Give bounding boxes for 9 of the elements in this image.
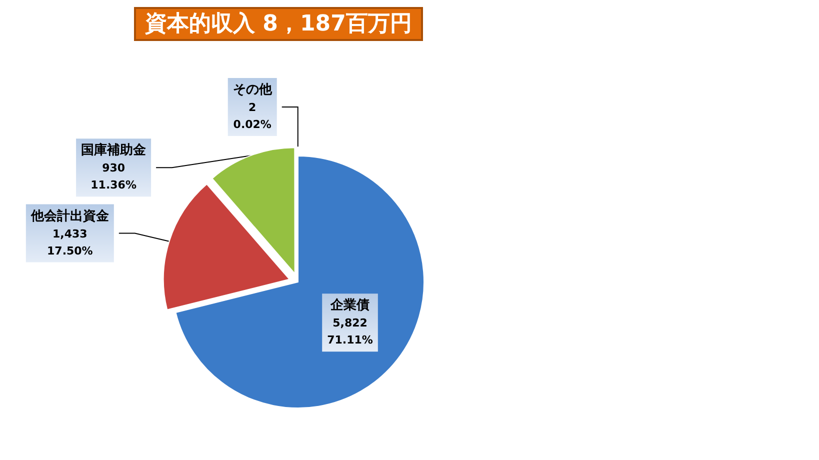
data-label: 2 0.02% <box>233 101 272 131</box>
chart-title: 資本的収入 8，187百万円 <box>144 12 412 36</box>
slice-label: 他会計出資金 <box>30 208 110 224</box>
slice-label: 企業債 <box>330 298 370 314</box>
data-label: 930 11.36% <box>90 162 136 192</box>
data-label: 1,433 17.50% <box>47 227 93 258</box>
data-label: 5,822 71.11% <box>327 316 373 347</box>
slice-label: その他 <box>232 82 273 98</box>
slice-label: 国庫補助金 <box>81 142 148 158</box>
